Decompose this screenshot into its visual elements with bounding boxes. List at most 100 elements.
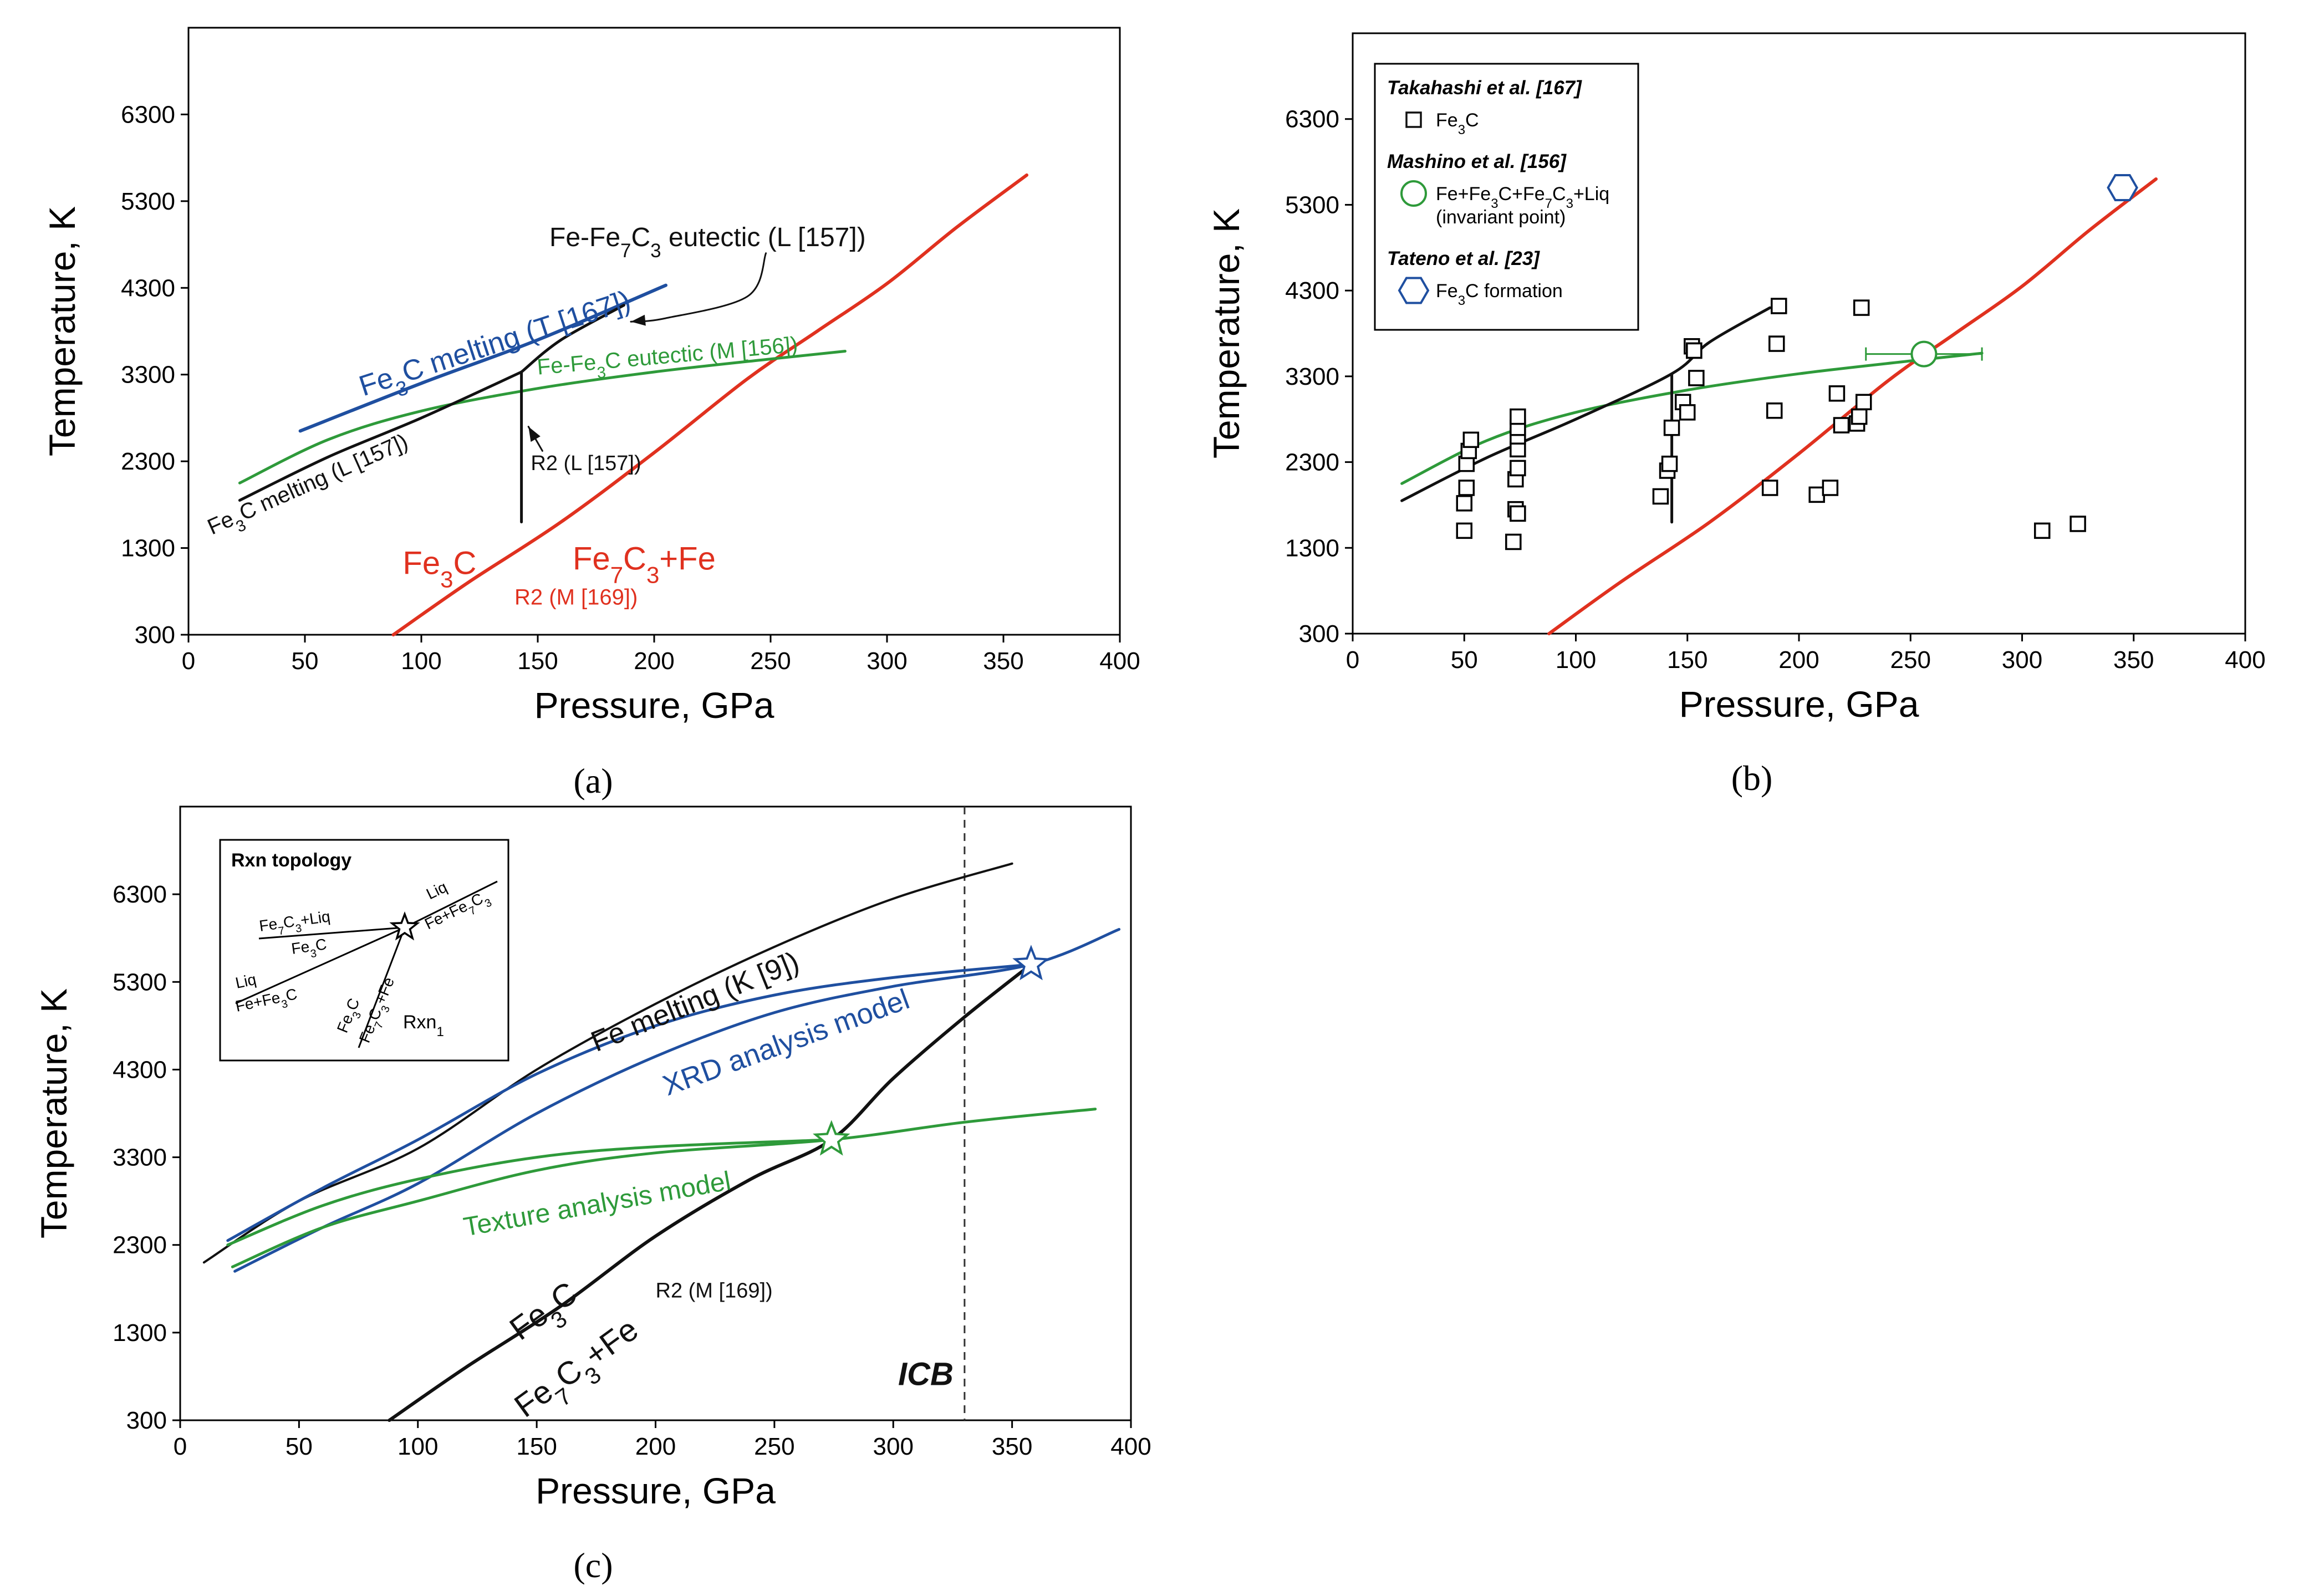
x-tick-label: 50 xyxy=(286,1433,313,1460)
legend-entry-label: Fe3C xyxy=(1436,110,1479,137)
text-span: Liq xyxy=(234,971,258,992)
y-tick-label: 6300 xyxy=(121,101,175,128)
y-tick-label: 300 xyxy=(1299,620,1339,647)
text-span: +Fe xyxy=(659,541,716,577)
takahashi-point xyxy=(1766,402,1783,419)
panel-label: (b) xyxy=(1731,758,1773,798)
takahashi-point xyxy=(1510,460,1526,477)
x-tick-label: 300 xyxy=(873,1433,914,1460)
text-span: Rxn xyxy=(403,1012,436,1033)
legend-heading: Takahashi et al. [167] xyxy=(1387,77,1582,99)
ann_fe3c_c: Fe3C xyxy=(503,1274,590,1356)
text-span: Fe xyxy=(573,541,610,577)
x-tick-label: 100 xyxy=(401,647,441,675)
text-span: 3 xyxy=(1458,293,1465,308)
series-line xyxy=(1400,351,1984,485)
ann_r2_M: R2 (M [169]) xyxy=(514,585,638,609)
takahashi-point xyxy=(1828,385,1846,402)
ann_eut_fe7: Fe-Fe7C3 eutectic (L [157]) xyxy=(549,223,866,262)
text-span: C+Fe xyxy=(1498,183,1545,205)
y-tick-label: 5300 xyxy=(121,188,175,215)
series-line xyxy=(391,173,1028,636)
text-span: Fe xyxy=(1436,281,1458,302)
takahashi-point xyxy=(1686,342,1703,359)
text-span: +Liq xyxy=(1573,183,1609,205)
text-span: C xyxy=(314,935,328,954)
x-tick-label: 150 xyxy=(516,1433,557,1460)
text-span: C xyxy=(623,541,646,577)
y-tick-label: 4300 xyxy=(113,1056,167,1083)
inset-line xyxy=(404,880,498,929)
x-tick-label: 100 xyxy=(397,1433,438,1460)
text-span: C xyxy=(1552,183,1566,205)
takahashi-point xyxy=(1853,299,1870,316)
x-tick-label: 150 xyxy=(1667,646,1707,674)
series-line xyxy=(520,304,625,374)
x-axis-title: Pressure, GPa xyxy=(536,1470,776,1511)
x-tick-label: 200 xyxy=(1778,646,1819,674)
y-tick-label: 6300 xyxy=(113,881,167,908)
panel-label: (a) xyxy=(573,761,613,800)
text-span: 3 xyxy=(650,240,661,262)
series-line xyxy=(238,370,523,502)
legend-entry-label: Fe3C formation xyxy=(1436,281,1563,308)
y-tick-label: 300 xyxy=(135,621,175,649)
y-tick-label: 1300 xyxy=(1285,534,1339,562)
text-span: 3 xyxy=(1491,196,1498,211)
y-tick-label: 6300 xyxy=(1285,106,1339,133)
takahashi-point xyxy=(1458,480,1475,496)
inset-line xyxy=(258,926,405,940)
text-span: C xyxy=(631,223,650,252)
ann_fe3c: Fe3C xyxy=(402,545,476,593)
y-tick-label: 300 xyxy=(126,1407,167,1434)
inset-label: Rxn1 xyxy=(403,1012,444,1039)
takahashi-point xyxy=(1771,298,1787,314)
inset-label: Liq xyxy=(234,971,258,992)
text-span: C xyxy=(282,912,295,931)
text-span: C xyxy=(453,545,476,582)
legend-heading: Mashino et al. [156] xyxy=(1387,151,1567,172)
text-span: Fe xyxy=(1436,110,1458,131)
takahashi-point xyxy=(1505,533,1522,550)
x-tick-label: 300 xyxy=(866,647,907,675)
takahashi-point xyxy=(1661,455,1678,472)
text-span: Fe xyxy=(402,545,440,582)
text-span: Fe xyxy=(290,938,311,957)
text-span: 1 xyxy=(436,1024,444,1039)
inset-line xyxy=(358,927,406,1048)
x-axis-title: Pressure, GPa xyxy=(534,685,774,726)
text-span: eutectic (L [157]) xyxy=(661,223,866,252)
text-span: 3 xyxy=(1566,196,1573,211)
text-span: 3 xyxy=(1458,123,1465,137)
takahashi-point xyxy=(1456,495,1472,512)
takahashi-point xyxy=(1510,408,1526,425)
takahashi-point xyxy=(1822,480,1839,496)
x-tick-label: 0 xyxy=(1346,646,1359,674)
x-tick-label: 150 xyxy=(517,647,558,675)
panel-a: 0 50 100 150 200 250 300 350 400 300 1300 2300 3300 4… xyxy=(42,27,1140,800)
y-tick-label: 5300 xyxy=(113,968,167,996)
invariant-star xyxy=(1012,945,1050,981)
series-line xyxy=(1400,306,1772,502)
y-tick-label: 2300 xyxy=(1285,449,1339,476)
tateno-point xyxy=(2107,174,2138,201)
inset-label: Fe7C3+Liq xyxy=(258,907,332,940)
inset-label: Fe+Fe3C xyxy=(234,985,300,1021)
takahashi-point xyxy=(1761,480,1778,496)
takahashi-point xyxy=(1510,505,1526,522)
series-line xyxy=(226,1138,833,1247)
text-span: Fe+Fe xyxy=(1436,183,1491,205)
text-span: 7 xyxy=(1545,196,1552,211)
series-line xyxy=(1547,177,2158,635)
x-axis-title: Pressure, GPa xyxy=(1679,684,1919,725)
x-tick-label: 0 xyxy=(182,647,195,675)
y-axis-title: Temperature, K xyxy=(33,988,74,1238)
x-tick-label: 350 xyxy=(2113,646,2154,674)
legend-circle-marker xyxy=(1400,180,1427,207)
text-span: 3 xyxy=(646,562,659,588)
legend-square-marker xyxy=(1405,111,1422,128)
arrow-head xyxy=(631,314,646,326)
y-tick-label: 3300 xyxy=(113,1144,167,1171)
y-tick-label: 4300 xyxy=(121,274,175,302)
